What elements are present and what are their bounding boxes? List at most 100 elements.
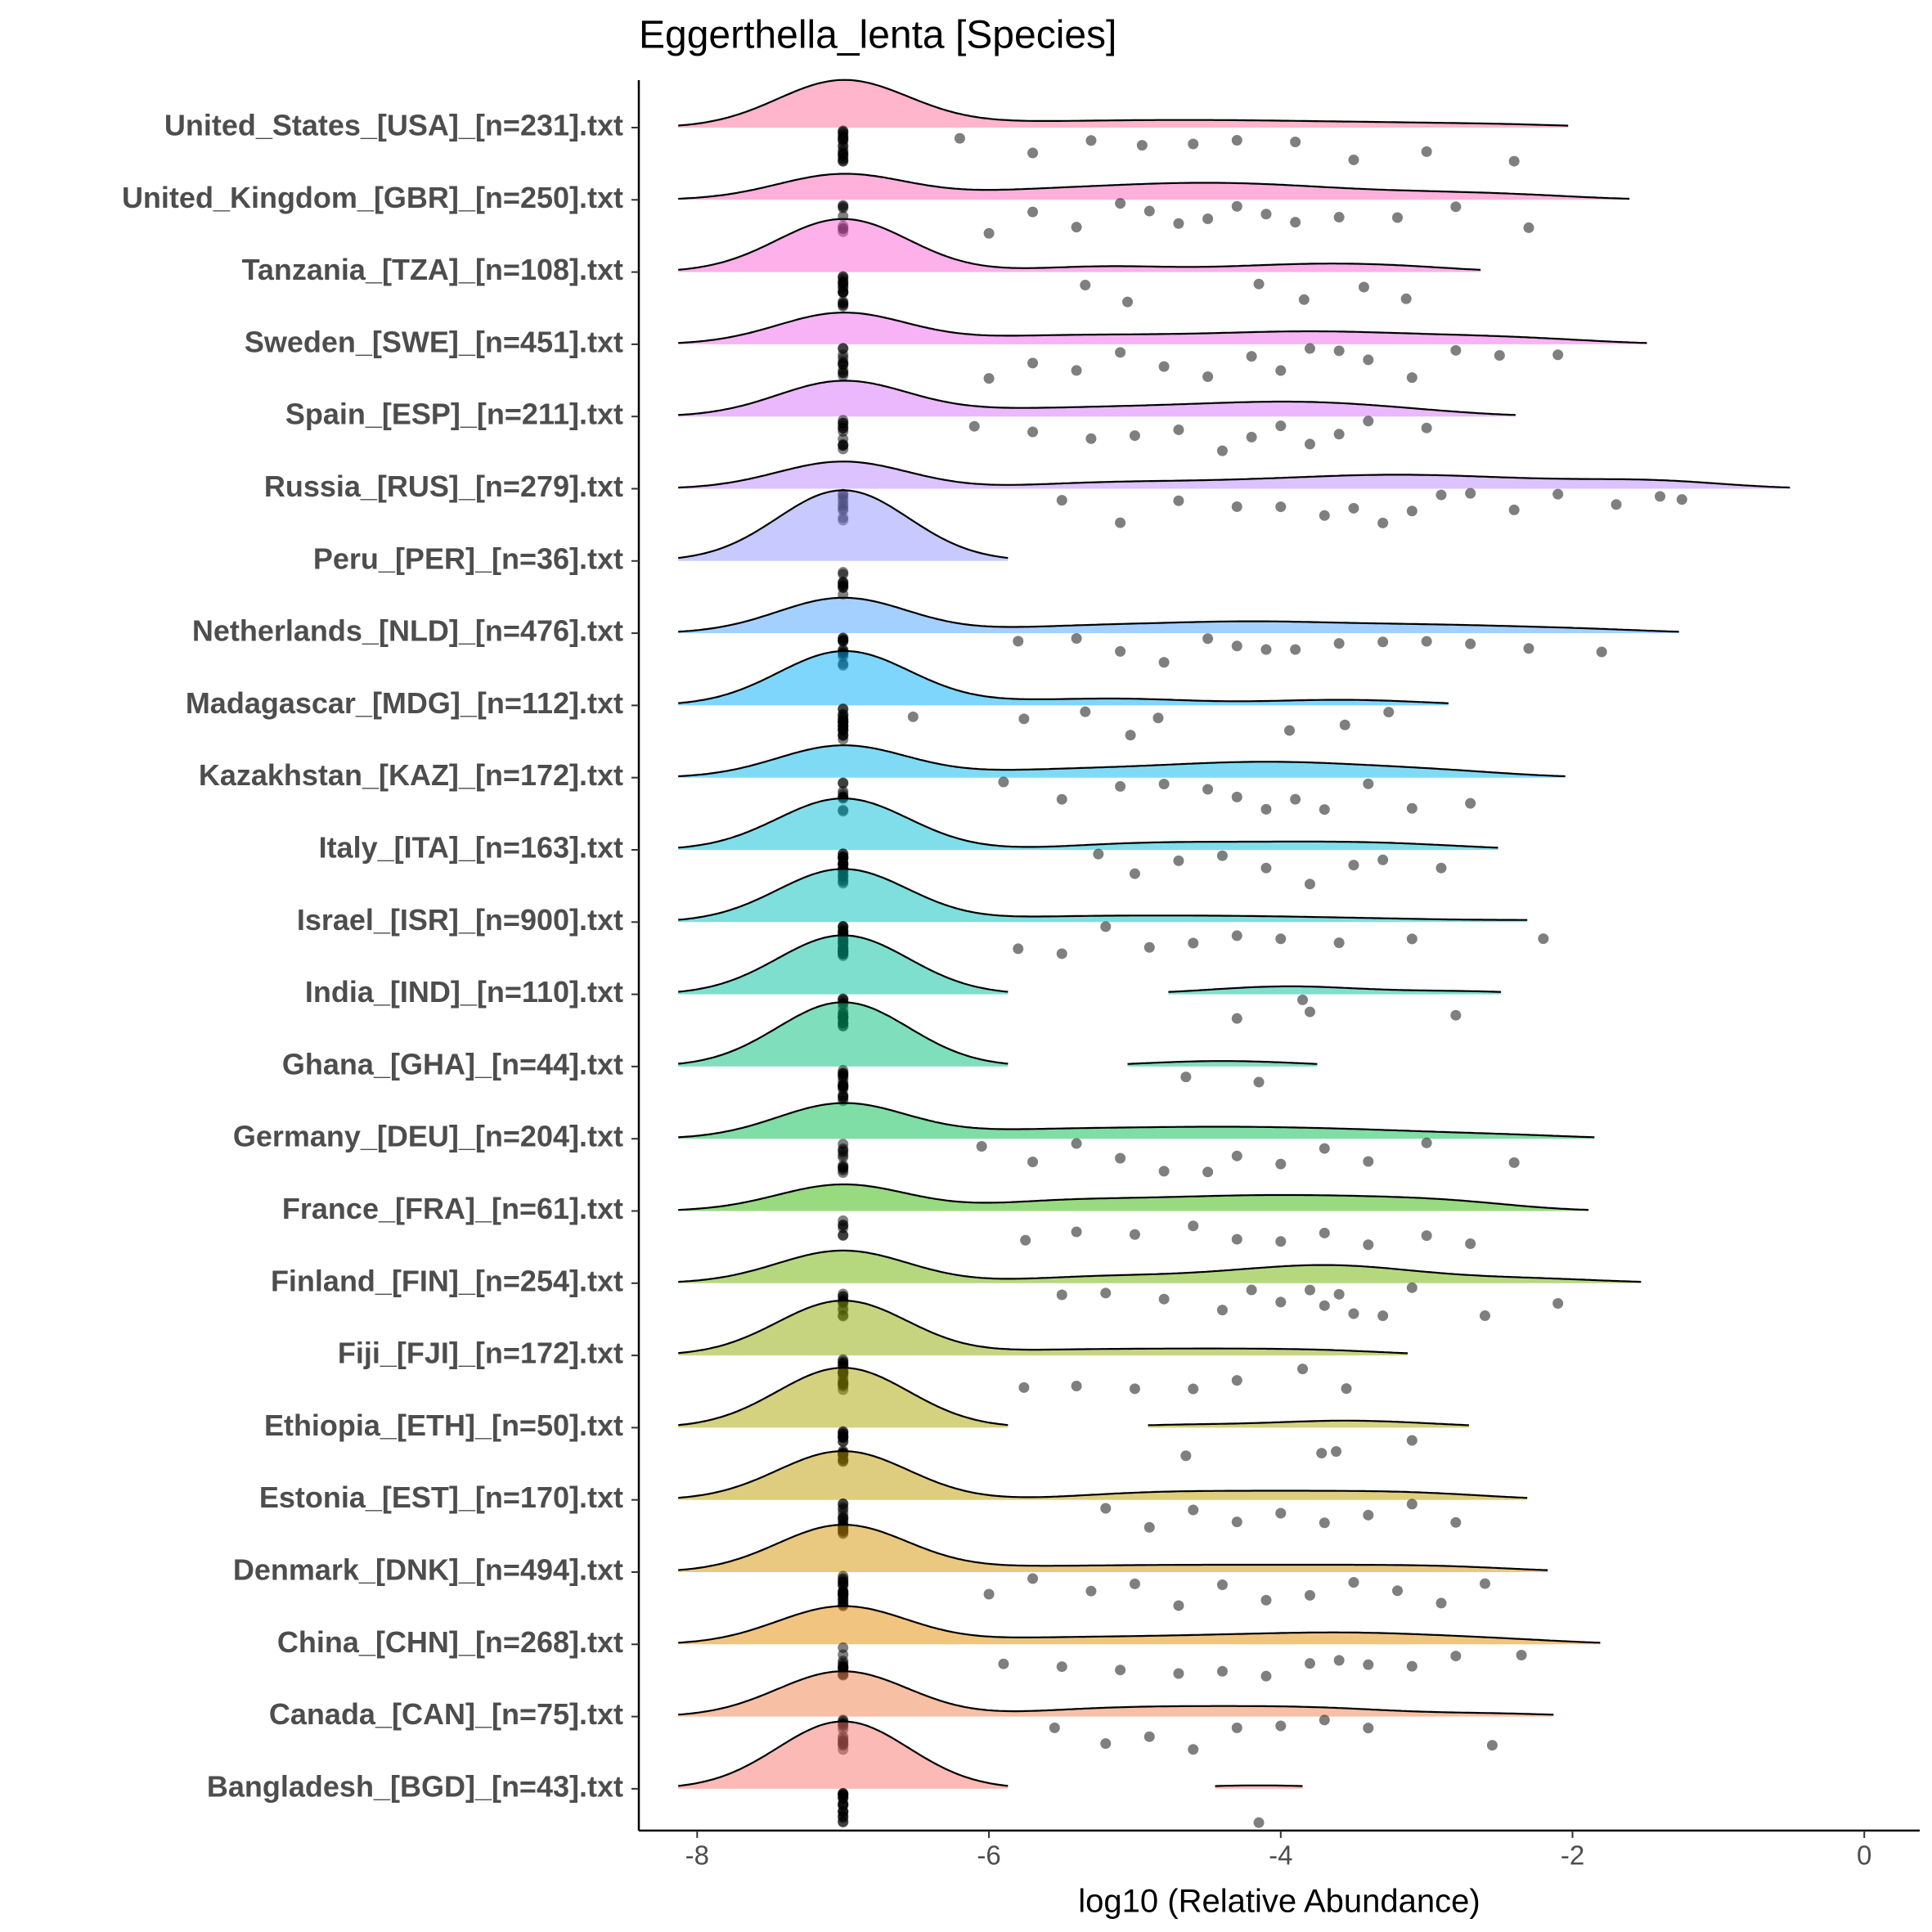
data-point: [838, 568, 849, 580]
ridge-group: [678, 218, 1481, 312]
ridge-line: [678, 596, 1679, 633]
ridge-line: [678, 173, 1630, 200]
data-point: [1013, 636, 1024, 647]
data-point: [1290, 793, 1301, 805]
data-point: [1304, 1658, 1315, 1669]
data-point: [1275, 1720, 1287, 1732]
data-point: [1260, 644, 1272, 655]
y-tick-label: Netherlands_[NLD]_[n=476].txt: [192, 614, 623, 648]
data-point: [1391, 212, 1403, 223]
data-point: [1655, 491, 1666, 502]
data-point: [838, 1503, 849, 1515]
data-point: [1508, 1157, 1520, 1168]
y-tick-label: Canada_[CAN]_[n=75].txt: [269, 1697, 623, 1731]
y-tick-label: Germany_[DEU]_[n=204].txt: [233, 1120, 623, 1153]
x-tick-label: -6: [977, 1840, 1000, 1871]
y-tick-label: China_[CHN]_[n=268].txt: [277, 1625, 623, 1659]
data-point: [1071, 633, 1082, 645]
data-point: [1348, 860, 1359, 871]
data-point: [1348, 1577, 1359, 1588]
data-point: [1020, 1234, 1031, 1246]
data-point: [1676, 494, 1687, 505]
y-tick-label: Fiji_[FJI]_[n=172].txt: [338, 1337, 623, 1370]
ridge-group: [678, 1183, 1589, 1251]
ridge-line: [678, 1367, 1009, 1427]
data-point: [1319, 1300, 1330, 1311]
data-point: [1231, 930, 1242, 941]
y-tick-label: Russia_[RUS]_[n=279].txt: [264, 470, 623, 503]
data-point: [1231, 1013, 1242, 1024]
data-point: [838, 200, 849, 212]
data-point: [838, 1579, 849, 1591]
data-point: [1297, 994, 1309, 1005]
data-point: [1333, 345, 1345, 357]
data-point: [1080, 280, 1091, 291]
ridge-area: [678, 79, 1569, 128]
data-point: [983, 1588, 995, 1600]
data-point: [1216, 1665, 1228, 1677]
data-point: [1611, 499, 1622, 510]
ridge-line: [678, 1102, 1595, 1139]
data-point: [1363, 1723, 1374, 1734]
data-point: [1027, 1573, 1039, 1584]
data-point: [838, 709, 849, 721]
ridge-area: [678, 461, 1790, 489]
ridge-line: [678, 461, 1790, 489]
data-point: [1275, 365, 1287, 376]
ridge-line: [678, 1450, 1528, 1499]
y-tick-label: Bangladesh_[BGD]_[n=43].txt: [207, 1769, 623, 1803]
data-point: [1421, 1230, 1432, 1242]
data-point: [1319, 1143, 1330, 1154]
data-point: [1115, 198, 1126, 209]
data-point: [1056, 1661, 1067, 1673]
ridge-line: [678, 380, 1516, 416]
data-point: [1479, 1310, 1490, 1322]
data-point: [1071, 1226, 1082, 1238]
data-point: [1202, 213, 1214, 224]
data-point: [1056, 948, 1067, 959]
data-point: [1363, 1659, 1374, 1670]
data-point: [1129, 1229, 1140, 1240]
ridge-line: [678, 1720, 1009, 1787]
ridge-area: [678, 651, 1449, 706]
data-point: [1100, 1738, 1112, 1750]
data-point: [1363, 416, 1374, 427]
data-point: [1115, 645, 1126, 657]
data-point: [838, 859, 849, 870]
data-point: [1333, 212, 1345, 223]
ridge-line: [1148, 1419, 1469, 1427]
ridge-group: [678, 1249, 1642, 1322]
data-point: [1391, 1585, 1403, 1597]
data-point: [1319, 1714, 1330, 1726]
data-point: [1158, 1293, 1170, 1305]
ridge-area: [678, 935, 1009, 995]
data-point: [1523, 643, 1534, 654]
data-point: [1129, 1383, 1140, 1395]
data-point: [1231, 1516, 1242, 1528]
data-point: [1231, 200, 1242, 212]
data-point: [838, 1092, 849, 1103]
data-point: [1304, 878, 1315, 890]
ridge-group: [678, 311, 1647, 384]
ridge-area: [678, 1721, 1009, 1789]
data-point: [1085, 135, 1097, 146]
data-point: [838, 1812, 849, 1823]
ridge-line: [678, 311, 1647, 344]
data-point: [1056, 793, 1067, 805]
data-point: [1071, 222, 1082, 233]
ridge-line: [678, 868, 1528, 921]
ridge-area: [678, 1250, 1642, 1283]
data-point: [1406, 1498, 1418, 1510]
data-point: [1333, 1288, 1345, 1300]
data-point: [976, 1141, 987, 1152]
data-point: [1275, 420, 1287, 432]
data-point: [1297, 1364, 1309, 1375]
data-point: [1290, 644, 1301, 655]
data-point: [1339, 719, 1350, 730]
data-point: [1348, 502, 1359, 514]
ridge-line: [678, 218, 1481, 271]
data-point: [1173, 855, 1184, 866]
ridge-area: [678, 1103, 1595, 1139]
data-point: [1421, 422, 1432, 434]
data-point: [1180, 1072, 1192, 1083]
